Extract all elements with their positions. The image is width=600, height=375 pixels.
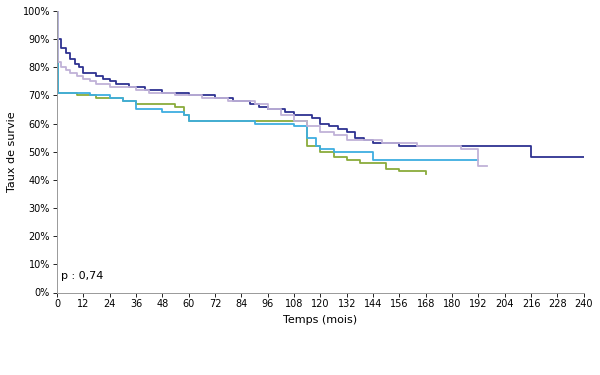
X-axis label: Temps (mois): Temps (mois): [283, 315, 358, 325]
Y-axis label: Taux de survie: Taux de survie: [7, 111, 17, 192]
Text: p : 0,74: p : 0,74: [61, 271, 104, 281]
